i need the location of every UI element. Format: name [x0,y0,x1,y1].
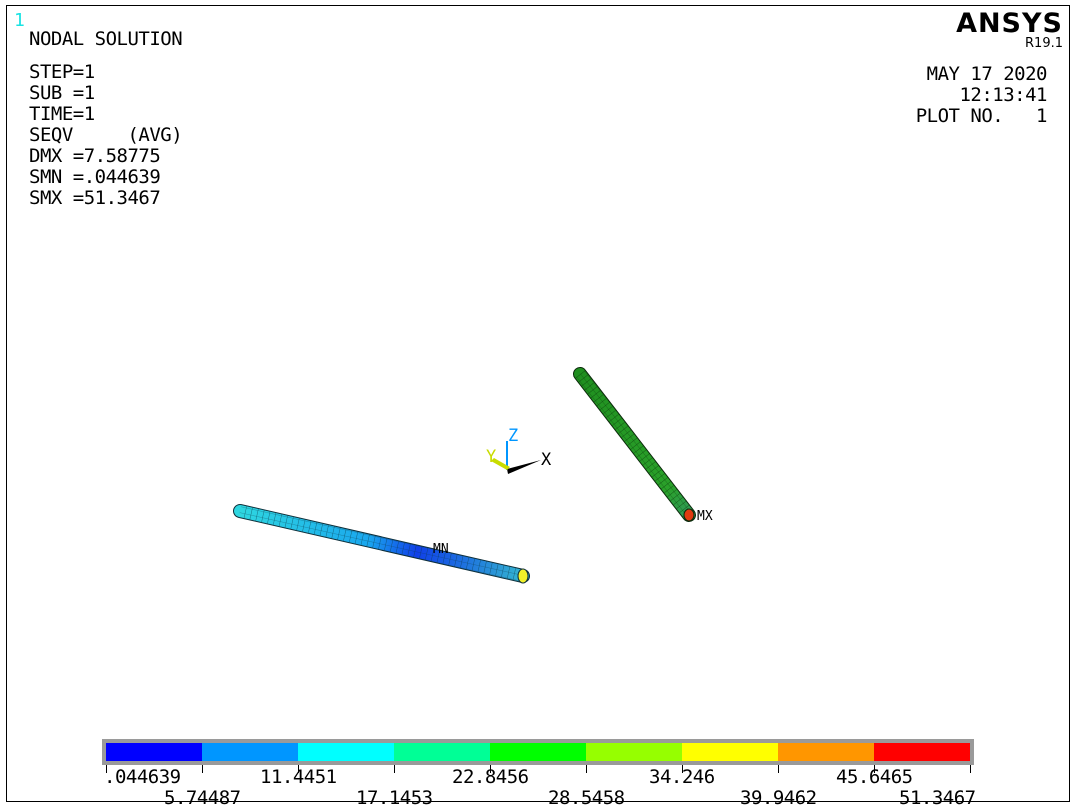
legend-value-label: 11.4451 [260,766,337,788]
legend-value-label: 5.74487 [164,787,241,809]
solution-info-block: STEP=1 SUB =1 TIME=1 SEQV (AVG) DMX =7.5… [29,61,183,209]
coordinate-triad: Z X Y [486,426,552,474]
pipe-left[interactable] [233,504,530,584]
triad-y-label: Y [486,447,496,467]
max-marker: MX [697,509,713,524]
info-smn: SMN =.044639 [29,166,161,188]
legend-value-label: 51.3467 [899,787,976,809]
plot-header-right: MAY 17 2020 12:13:41 PLOT NO. 1 [915,63,1048,127]
legend-tick [970,765,971,773]
legend-value-label: 34.246 [649,766,715,788]
legend-swatch [106,743,202,761]
min-marker: MN [433,542,449,557]
legend-tick [298,765,299,773]
graphics-window[interactable]: 1 NODAL SOLUTION STEP=1 SUB =1 TIME=1 SE… [6,5,1070,809]
info-dmx: DMX =7.58775 [29,145,161,167]
window-number: 1 [14,10,25,31]
legend-tick [778,765,779,773]
legend-tick [682,765,683,773]
legend-swatch [682,743,778,761]
legend-swatch [394,743,490,761]
model-viewport[interactable]: MN MX Z X Y [7,6,1069,736]
legend-value-label: 17.1453 [356,787,433,809]
legend-value-label: 22.8456 [452,766,529,788]
ansys-logo: ANSYS [956,8,1063,39]
legend-tick [202,765,203,773]
triad-y-axis [491,458,510,470]
legend-tick [586,765,587,773]
legend-swatch [874,743,970,761]
version-label: R19.1 [1025,36,1063,51]
info-sub: SUB =1 [29,82,95,104]
info-result-item: SEQV (AVG) [29,124,183,146]
contour-legend-bar [102,739,974,765]
legend-swatch [778,743,874,761]
triad-x-label: X [541,450,552,470]
pipe-right[interactable] [573,367,696,522]
info-smx: SMX =51.3467 [29,187,161,209]
legend-tick [394,765,395,773]
legend-swatch [490,743,586,761]
plot-number: PLOT NO. 1 [915,105,1048,127]
legend-tick [874,765,875,773]
plot-type-title: NODAL SOLUTION [29,28,183,50]
triad-z-label: Z [508,426,518,446]
legend-tick [490,765,491,773]
legend-value-label: 28.5458 [548,787,625,809]
legend-swatch [586,743,682,761]
triad-x-axis [507,460,541,474]
plot-date: MAY 17 2020 [926,63,1048,85]
legend-value-label: 39.9462 [740,787,817,809]
legend-tick [106,765,107,773]
plot-time: 12:13:41 [959,84,1047,106]
legend-swatch [298,743,394,761]
info-time: TIME=1 [29,103,95,125]
legend-value-label: 45.6465 [836,766,913,788]
legend-swatch [202,743,298,761]
info-step: STEP=1 [29,61,95,83]
legend-value-label: .044639 [104,766,181,788]
